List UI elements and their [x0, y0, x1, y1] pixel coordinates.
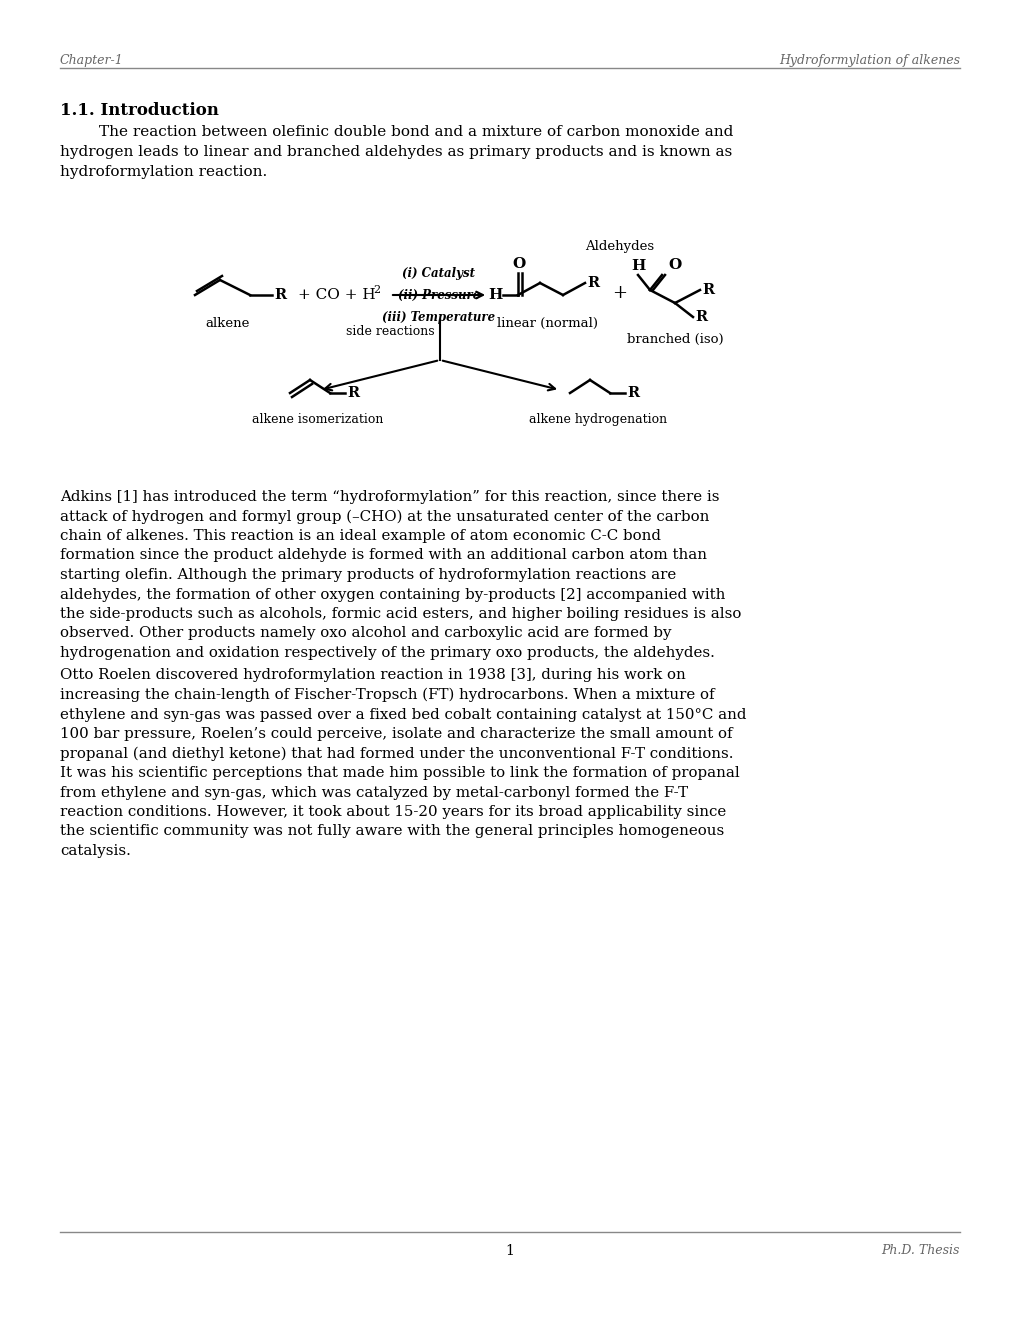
Text: R: R	[346, 385, 359, 400]
Text: Adkins [1] has introduced the term “hydroformylation” for this reaction, since t: Adkins [1] has introduced the term “hydr…	[60, 490, 718, 504]
Text: +: +	[611, 284, 627, 302]
Text: R: R	[586, 276, 598, 290]
Text: It was his scientific perceptions that made him possible to link the formation o: It was his scientific perceptions that m…	[60, 766, 739, 780]
Text: alkene isomerization: alkene isomerization	[252, 413, 383, 426]
Text: the side-products such as alcohols, formic acid esters, and higher boiling resid: the side-products such as alcohols, form…	[60, 607, 741, 620]
Text: increasing the chain-length of Fischer-Tropsch (FT) hydrocarbons. When a mixture: increasing the chain-length of Fischer-T…	[60, 688, 714, 702]
Text: H: H	[630, 259, 645, 273]
Text: R: R	[274, 288, 286, 302]
Text: hydrogen leads to linear and branched aldehydes as primary products and is known: hydrogen leads to linear and branched al…	[60, 145, 732, 158]
Text: Aldehydes: Aldehydes	[585, 240, 654, 253]
Text: Hydroformylation of alkenes: Hydroformylation of alkenes	[779, 54, 959, 67]
Text: O: O	[512, 257, 525, 271]
Text: 1: 1	[505, 1243, 514, 1258]
Text: 2: 2	[373, 285, 380, 294]
Text: ethylene and syn-gas was passed over a fixed bed cobalt containing catalyst at 1: ethylene and syn-gas was passed over a f…	[60, 708, 746, 722]
Text: hydrogenation and oxidation respectively of the primary oxo products, the aldehy: hydrogenation and oxidation respectively…	[60, 645, 714, 660]
Text: attack of hydrogen and formyl group (–CHO) at the unsaturated center of the carb: attack of hydrogen and formyl group (–CH…	[60, 510, 708, 524]
Text: (i) Catalyst: (i) Catalyst	[403, 267, 475, 280]
Text: linear (normal): linear (normal)	[497, 317, 598, 330]
Text: formation since the product aldehyde is formed with an additional carbon atom th: formation since the product aldehyde is …	[60, 549, 706, 562]
Text: H: H	[488, 288, 502, 302]
Text: (ii) Pressure: (ii) Pressure	[397, 289, 480, 301]
Text: Ph.D. Thesis: Ph.D. Thesis	[880, 1243, 959, 1257]
Text: R: R	[701, 282, 713, 297]
Text: reaction conditions. However, it took about 15-20 years for its broad applicabil: reaction conditions. However, it took ab…	[60, 805, 726, 818]
Text: O: O	[667, 257, 681, 272]
Text: branched (iso): branched (iso)	[626, 333, 722, 346]
Text: catalysis.: catalysis.	[60, 843, 130, 858]
Text: (iii) Temperature: (iii) Temperature	[382, 312, 495, 323]
Text: side reactions: side reactions	[346, 325, 434, 338]
Text: 1.1. Introduction: 1.1. Introduction	[60, 102, 219, 119]
Text: alkene: alkene	[206, 317, 250, 330]
Text: R: R	[694, 310, 706, 323]
Text: the scientific community was not fully aware with the general principles homogen: the scientific community was not fully a…	[60, 825, 723, 838]
Text: R: R	[627, 385, 639, 400]
Text: The reaction between olefinic double bond and a mixture of carbon monoxide and: The reaction between olefinic double bon…	[60, 125, 733, 139]
Text: 100 bar pressure, Roelen’s could perceive, isolate and characterize the small am: 100 bar pressure, Roelen’s could perceiv…	[60, 727, 732, 741]
Text: Chapter-1: Chapter-1	[60, 54, 123, 67]
Text: Otto Roelen discovered hydroformylation reaction in 1938 [3], during his work on: Otto Roelen discovered hydroformylation …	[60, 668, 685, 682]
Text: starting olefin. Although the primary products of hydroformylation reactions are: starting olefin. Although the primary pr…	[60, 568, 676, 582]
Text: aldehydes, the formation of other oxygen containing by-products [2] accompanied : aldehydes, the formation of other oxygen…	[60, 587, 725, 602]
Text: + CO + H: + CO + H	[298, 288, 375, 302]
Text: observed. Other products namely oxo alcohol and carboxylic acid are formed by: observed. Other products namely oxo alco…	[60, 627, 671, 640]
Text: alkene hydrogenation: alkene hydrogenation	[529, 413, 666, 426]
Text: chain of alkenes. This reaction is an ideal example of atom economic C-C bond: chain of alkenes. This reaction is an id…	[60, 529, 660, 543]
Text: hydroformylation reaction.: hydroformylation reaction.	[60, 165, 267, 180]
Text: propanal (and diethyl ketone) that had formed under the unconventional F-T condi: propanal (and diethyl ketone) that had f…	[60, 747, 733, 760]
Text: from ethylene and syn-gas, which was catalyzed by metal-carbonyl formed the F-T: from ethylene and syn-gas, which was cat…	[60, 785, 688, 800]
